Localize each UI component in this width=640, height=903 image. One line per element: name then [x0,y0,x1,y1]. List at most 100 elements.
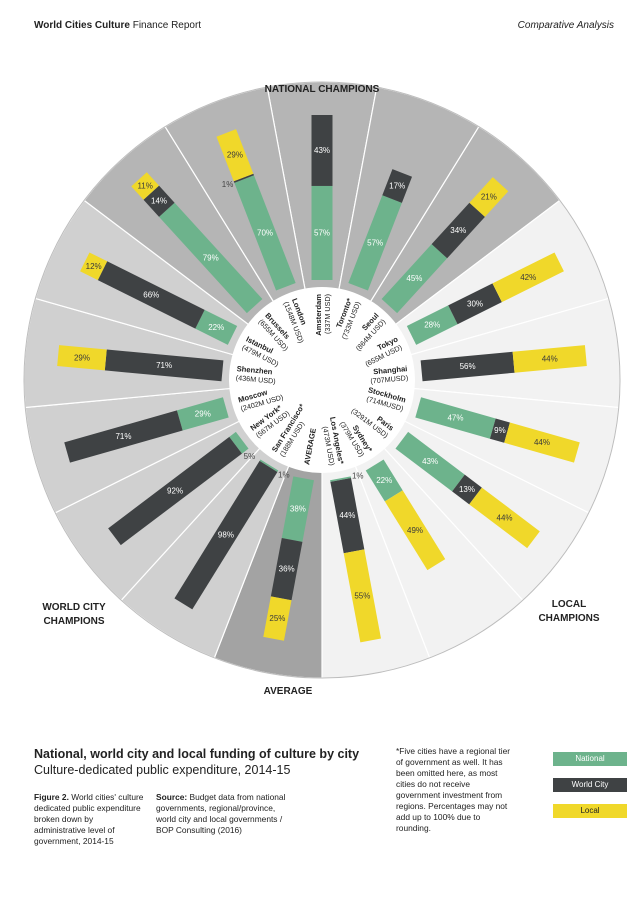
figure-caption: Figure 2. World cities' culture dedicate… [34,792,146,847]
city-bar: 1% 44% 55% [330,471,382,643]
bar-segment-national [159,202,263,314]
caption-title: National, world city and local funding o… [34,747,360,761]
bar-segment-national [176,397,229,431]
bar-value-label: 43% [314,146,330,155]
figure-label: Figure 2. [34,792,69,802]
bar-value-label: 71% [156,361,172,370]
city-label-group: Amsterdam (337M USD) [314,294,332,336]
city-bar: 5% 92% [108,431,256,546]
bar-value-label: 36% [279,565,295,574]
bar-value-label: 22% [208,323,224,332]
bar-value-label: 44% [534,438,550,447]
bar-segment-national [365,459,403,502]
bar-segment-world-city [233,173,254,183]
section-title: Comparative Analysis [517,20,614,31]
bar-value-label: 9% [494,426,506,435]
bar-segment-world-city [97,261,205,329]
city-bar: 1% 98% [174,459,290,610]
bar-value-label: 30% [467,299,483,308]
bar-segment-local [263,596,292,641]
bar-value-label: 28% [424,321,440,330]
bar-value-label: 5% [244,452,256,461]
caption-subtitle: Culture-dedicated public expenditure, 20… [34,763,291,777]
city-bar: 28% 30% 42% [406,252,564,345]
bar-segment-local [469,487,540,549]
city-bar: 38% 36% 25% [263,476,314,641]
bar-segment-local [469,177,509,217]
bar-segment-world-city [431,202,485,259]
bar-segment-national [195,309,238,345]
bar-value-label: 44% [496,513,512,522]
city-bar: 47% 9% 44% [415,397,580,463]
bar-value-label: 29% [195,409,211,418]
city-bar: 70% 1% 29% [216,129,296,291]
bar-segment-national [348,195,402,291]
city-bar: 57% 43% [311,115,333,280]
bar-segment-world-city [330,477,365,554]
bar-value-label: 57% [367,238,383,247]
bar-segment-local [492,252,564,303]
legend-national: National [553,752,627,766]
bar-value-label: 12% [86,262,102,271]
bar-segment-world-city [108,436,242,546]
bar-value-label: 98% [218,531,234,540]
city-name: Amsterdam [314,294,323,336]
bar-value-label: 1% [352,471,364,480]
bar-segment-national [395,431,465,492]
city-name: Shenzhen [236,364,273,376]
sector-label-national: NATIONAL CHAMPIONS [265,84,380,95]
bar-value-label: 66% [143,290,159,299]
bar-segment-world-city [143,185,175,217]
bar-segment-local [57,345,107,371]
bar-value-label: 57% [314,228,330,237]
bar-segment-national [234,175,296,291]
sector-label-world-2: CHAMPIONS [43,616,104,627]
bar-value-label: 17% [389,181,405,190]
legend-world-city: World City [553,778,627,792]
city-bar: 22% 49% [365,459,446,571]
radial-funding-chart: 57% 43% 57% 17% 45% 34% 21% 28% 30% 42% 56% 44% 47% 9… [23,81,621,697]
source-text: Budget data from national governments, r… [156,792,286,835]
report-title-rest: Finance Report [129,20,202,31]
outer-ring [23,81,621,679]
legend-local: Local [553,804,627,818]
bar-segment-national [229,431,249,454]
bar-value-label: 47% [447,413,463,422]
bar-value-label: 13% [459,485,475,494]
bar-value-label: 71% [115,432,131,441]
city-label-group: Shanghai(707MUSD) [370,364,409,385]
sector-label-world-1: WORLD CITY [42,602,106,613]
city-budget: (707MUSD) [370,373,409,385]
bar-value-label: 14% [151,197,167,206]
report-title: World Cities Culture Finance Report [34,20,201,31]
city-budget: (337M USD) [323,294,332,334]
bar-value-label: 22% [376,476,392,485]
bar-segment-world-city [420,351,515,382]
bar-segment-world-city [452,474,482,505]
city-bar: 29% 71% [64,397,229,463]
bar-value-label: 44% [542,354,558,363]
city-bar: 56% 44% [420,345,587,382]
city-bar: 45% 34% 21% [381,177,509,314]
sector-label-average: AVERAGE [264,686,313,697]
bar-value-label: 34% [450,226,466,235]
bar-segment-local [504,422,580,463]
bar-value-label: 43% [422,457,438,466]
bar-segment-national [281,476,314,542]
bar-segment-local [343,549,382,643]
bar-value-label: 11% [137,181,152,190]
bar-segment-local [512,345,587,373]
bar-value-label: 56% [460,362,476,371]
bar-value-label: 92% [167,486,183,495]
city-budget: (436M USD) [235,373,276,386]
source-caption: Source: Budget data from national govern… [156,792,286,836]
city-bar: 57% 17% [348,169,413,291]
city-bar: 79% 14% 11% [131,172,263,314]
bar-segment-local [216,129,254,182]
city-bar: 71% 29% [57,345,224,382]
bar-value-label: 79% [203,253,219,262]
bar-segment-world-city [104,349,224,382]
bar-segment-national [311,185,333,280]
bar-value-label: 55% [354,591,370,600]
bar-value-label: 44% [339,511,355,520]
